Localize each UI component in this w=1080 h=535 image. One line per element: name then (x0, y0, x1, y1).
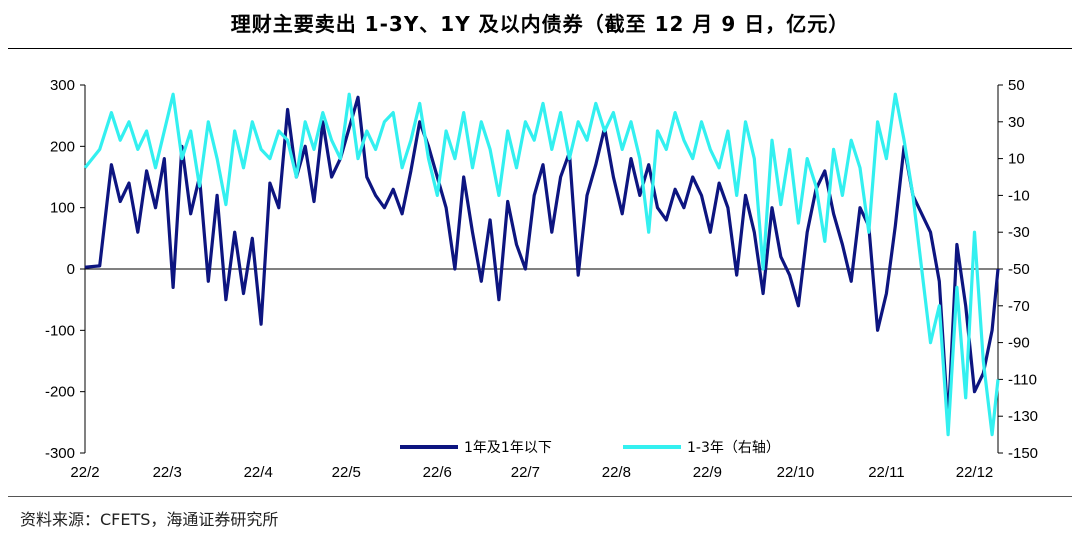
right-tick-label: -70 (1008, 298, 1030, 315)
legend-label: 1-3年（右轴） (687, 440, 780, 456)
right-tick-label: 10 (1008, 151, 1025, 168)
x-tick-label: 22/6 (423, 464, 452, 481)
legend-label: 1年及1年以下 (464, 440, 552, 456)
left-tick-label: -200 (45, 384, 75, 401)
x-tick-label: 22/8 (602, 464, 631, 481)
right-tick-label: -30 (1008, 224, 1030, 241)
x-tick-label: 22/11 (868, 464, 904, 481)
right-tick-label: -110 (1008, 371, 1037, 388)
left-tick-label: -100 (45, 322, 75, 339)
x-tick-label: 22/10 (777, 464, 815, 481)
x-tick-label: 22/7 (511, 464, 540, 481)
series-line-1-3y (83, 92, 1000, 437)
series-lines (83, 92, 1000, 437)
right-tick-label: -50 (1008, 261, 1030, 278)
series-line-1y (84, 95, 1000, 424)
right-tick-label: -130 (1008, 408, 1038, 425)
x-tick-label: 22/4 (244, 464, 273, 481)
right-tick-label: -150 (1008, 445, 1038, 462)
left-tick-label: 200 (50, 138, 75, 155)
x-tick-label: 22/9 (693, 464, 722, 481)
right-tick-label: -10 (1008, 187, 1030, 204)
left-tick-label: -300 (45, 445, 75, 462)
right-tick-label: 50 (1008, 77, 1025, 94)
x-tick-label: 22/3 (153, 464, 182, 481)
left-tick-label: 300 (50, 77, 75, 94)
source-rule (8, 496, 1072, 497)
source-note: 资料来源：CFETS，海通证券研究所 (20, 510, 279, 529)
left-tick-label: 100 (50, 200, 75, 217)
legend: 1年及1年以下 1-3年（右轴） (400, 440, 780, 456)
right-tick-label: -90 (1008, 335, 1030, 352)
title-rule (8, 48, 1072, 49)
right-tick-label: 30 (1008, 114, 1025, 131)
x-tick-label: 22/12 (956, 464, 994, 481)
chart-title: 理财主要卖出 1-3Y、1Y 及以内债券（截至 12 月 9 日，亿元） (230, 12, 850, 36)
x-tick-label: 22/2 (70, 464, 99, 481)
tick-labels: 300 200 100 0 -100 -200 -300 50 30 10 -10 -30 -50 -70… (45, 77, 1038, 481)
left-tick-label: 0 (67, 261, 75, 278)
axes (80, 84, 1003, 454)
x-tick-label: 22/5 (332, 464, 361, 481)
